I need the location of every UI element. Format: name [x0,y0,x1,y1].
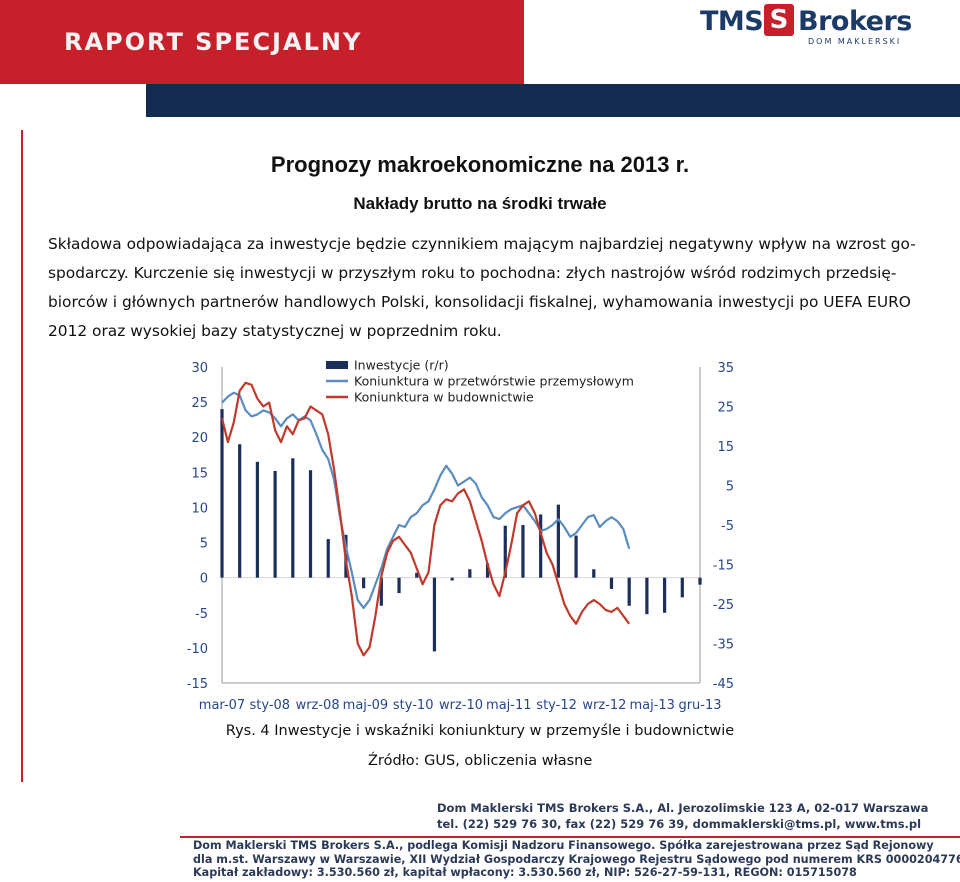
investment-bar [645,577,649,615]
page-title: Prognozy makroekonomiczne na 2013 r. [270,152,690,177]
paragraph-line: 2012 oraz wysokiej bazy statystycznej w … [48,322,502,340]
investment-bar [662,577,667,613]
x-tick-label: sty-08 [250,698,291,713]
y-right-tick-label: -45 [713,677,734,692]
footer-contact-line: tel. (22) 529 76 30, fax (22) 529 76 39,… [437,817,922,831]
investment-bar [539,514,543,578]
left-accent-line [21,130,23,782]
investment-bar [521,525,525,578]
paragraph-line: spodarczy. Kurczenie się inwestycji w pr… [48,264,897,282]
y-right-tick-label: 35 [717,361,734,376]
footer-legal-line: dla m.st. Warszawy w Warszawie, XII Wydz… [193,852,960,866]
y-left-tick-label: 0 [200,572,208,587]
footer-legal-line: Dom Maklerski TMS Brokers S.A., podlega … [193,839,934,852]
investment-bar [592,569,596,578]
investment-bar [379,577,383,606]
x-tick-label: gru-13 [678,698,721,713]
figure-caption: Rys. 4 Inwestycje i wskaźniki koniunktur… [225,723,735,739]
x-tick-label: sty-12 [536,698,577,713]
x-tick-label: wrz-10 [439,698,483,713]
y-left-tick-label: 10 [191,501,208,516]
x-tick-label: maj-09 [343,698,388,713]
footer-address-line: Dom Maklerski TMS Brokers S.A., Al. Jero… [437,801,929,815]
logo-subtitle: DOM MAKLERSKI [808,37,902,46]
tms-brokers-logo[interactable]: TMS S Brokers DOM MAKLERSKI [700,2,912,48]
section-subtitle: Nakłady brutto na środki trwałe [353,194,607,213]
investment-bar [397,577,401,594]
y-left-tick-label: 5 [200,537,208,552]
y-left-tick-label: -10 [187,642,208,657]
investment-bar [556,504,560,578]
x-tick-label: mar-07 [199,698,245,713]
x-tick-label: wrz-12 [582,698,626,713]
x-tick-label: wrz-08 [296,698,340,713]
investment-bar [574,535,578,578]
investment-bar [255,461,260,578]
x-tick-label: sty-10 [393,698,434,713]
industry-confidence-line [221,391,631,609]
legend-label: Inwestycje (r/r) [354,358,449,373]
header-navy-bar [146,84,960,117]
investment-bar [220,409,224,578]
legend-label: Koniunktura w przetwórstwie przemysłowym [354,374,634,389]
x-tick-label: maj-13 [629,698,674,713]
y-right-tick-label: 5 [726,480,734,495]
investment-bar [468,569,472,578]
header-banner: RAPORT SPECJALNY [0,0,524,84]
construction-confidence-line [220,381,631,657]
investment-bar [485,563,490,578]
investment-bar [326,539,330,578]
logo-s-mark: S [764,4,794,36]
y-right-tick-label: -5 [721,519,734,534]
investment-bar [273,470,277,578]
y-left-tick-label: 25 [191,396,208,411]
footer-divider [180,836,960,838]
investment-bar [627,577,631,606]
y-right-tick-label: 15 [717,440,734,455]
paragraph-line: Składowa odpowiadająca za inwestycje będ… [48,235,916,253]
investment-bar [415,572,419,578]
y-right-tick-label: -25 [713,598,734,613]
body-paragraph: Składowa odpowiadająca za inwestycje będ… [48,230,938,346]
investment-bar [362,577,366,589]
paragraph-line: biorców i głównych partnerów handlowych … [48,293,911,311]
footer-address: Dom Maklerski TMS Brokers S.A., Al. Jero… [437,800,928,832]
legend-label: Koniunktura w budownictwie [354,390,534,405]
investment-bar [238,444,242,578]
logo-tms-text: TMS [700,6,764,37]
footer-legal: Dom Maklerski TMS Brokers S.A., podlega … [193,839,960,880]
y-right-tick-label: -15 [713,559,734,574]
y-left-tick-label: 20 [191,431,208,446]
legend-swatch-bar [326,361,348,369]
logo-brokers-text: Brokers [798,6,912,37]
banner-label: RAPORT SPECJALNY [64,28,363,56]
y-left-tick-label: 15 [191,466,208,481]
y-left-tick-label: -15 [187,677,208,692]
y-right-tick-label: 25 [717,401,734,416]
investment-bar [432,577,437,652]
y-right-tick-label: -35 [713,638,734,653]
investment-bar [503,525,507,578]
x-tick-label: maj-11 [486,698,531,713]
y-left-tick-label: 30 [191,361,208,376]
chart-legend: Inwestycje (r/r)Koniunktura w przetwórst… [326,358,634,405]
y-left-tick-label: -5 [195,607,208,622]
investment-chart: 30 25 20 15 10 5 0 -5 -10 -15 35 25 15 5 -5 -15 -25 -35 -4… [187,358,734,714]
investment-bar [698,577,702,585]
investment-bar [450,577,454,581]
footer-legal-line: Kapitał zakładowy: 3.530.560 zł, kapitał… [193,866,857,879]
investment-bar [609,577,614,589]
investment-bar [291,458,295,578]
investment-bar [308,470,313,578]
investment-bar [680,577,684,598]
figure-source: Źródło: GUS, obliczenia własne [368,753,593,769]
